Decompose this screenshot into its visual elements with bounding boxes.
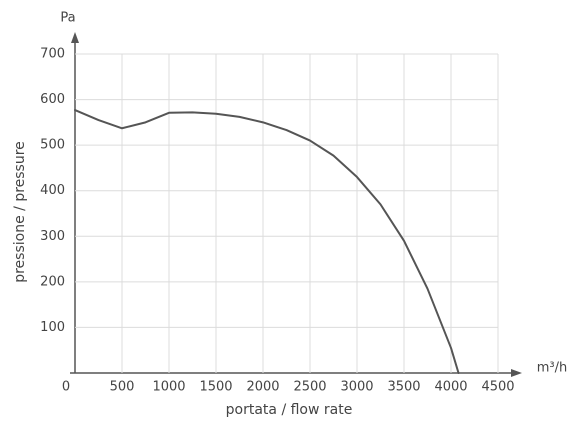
x-tick-label: 3500 <box>387 380 420 395</box>
x-axis-arrow <box>511 369 522 377</box>
x-tick-label: 1500 <box>199 380 232 395</box>
curve <box>74 109 460 374</box>
y-tick-label: 300 <box>40 229 65 244</box>
x-axis-label: portata / flow rate <box>226 402 353 418</box>
plot-area: 100 200 300 400 500 600 700 0 500 1000 1500 2000 250… <box>40 47 514 395</box>
y-tick-label: 200 <box>40 274 65 289</box>
x-tick-label: 3000 <box>340 380 373 395</box>
x-tick-label: 4000 <box>434 380 467 395</box>
x-unit: m³/h <box>537 361 568 376</box>
y-axis-label: pressione / pressure <box>12 141 28 283</box>
y-tick-label: 600 <box>40 92 65 107</box>
y-axis-arrow <box>71 32 79 43</box>
x-tick-label: 2000 <box>246 380 279 395</box>
x-tick-label: 1000 <box>152 380 185 395</box>
y-tick-label: 700 <box>40 47 65 62</box>
y-tick-label: 400 <box>40 183 65 198</box>
x-tick-label: 2500 <box>293 380 326 395</box>
y-tick-label: 100 <box>40 320 65 335</box>
y-tick-label: 500 <box>40 138 65 153</box>
x-tick-label: 0 <box>62 380 70 395</box>
x-tick-label: 4500 <box>481 380 514 395</box>
x-tick-label: 500 <box>110 380 135 395</box>
y-unit: Pa <box>60 11 75 26</box>
